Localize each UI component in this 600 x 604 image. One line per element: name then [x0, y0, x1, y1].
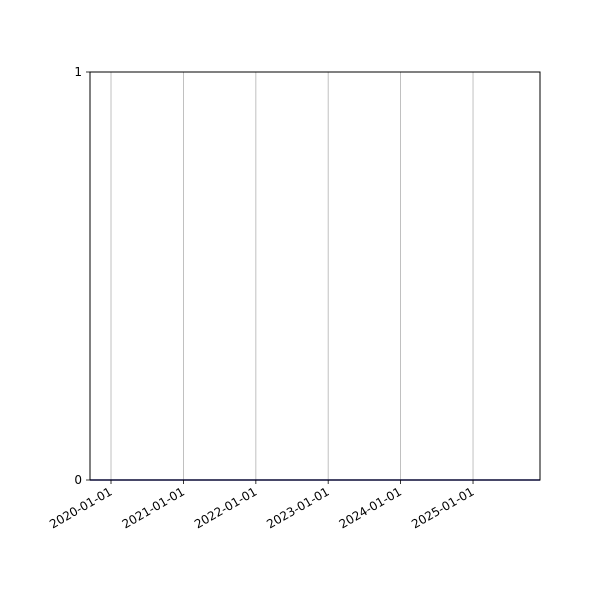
- y-tick-label: 0: [74, 473, 82, 487]
- plot-area: [90, 72, 540, 480]
- axes-frame: [89, 71, 541, 481]
- grid: [110, 72, 474, 480]
- y-tick-label: 1: [74, 65, 82, 79]
- y-axis: 01: [74, 65, 90, 487]
